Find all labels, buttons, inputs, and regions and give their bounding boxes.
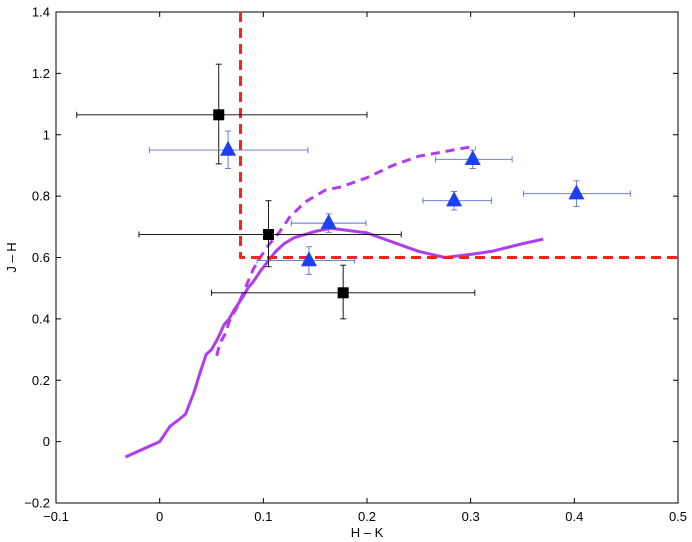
blue-triangle-point — [434, 149, 513, 169]
triangle-marker — [220, 140, 237, 156]
y-tick-label: 1.4 — [32, 5, 50, 20]
axis-ticks: −0.1 0 0.1 0.2 0.3 0.4 0.5 −0.2 0 0.2 0.4 0.6 0.8 1 1.… — [24, 5, 687, 525]
triangle-marker — [446, 191, 463, 207]
y-tick-label: 1 — [43, 127, 50, 142]
model-track-dashed — [215, 145, 477, 357]
blue-triangle-point — [148, 130, 309, 169]
blue-triangle-point — [256, 246, 356, 275]
black-square-point — [76, 63, 368, 165]
triangle-marker — [320, 213, 337, 229]
triangle-marker — [464, 150, 481, 165]
square-marker — [213, 109, 225, 121]
triangle-marker — [568, 184, 585, 200]
y-tick-label: −0.2 — [24, 496, 50, 511]
x-tick-label: 0.1 — [254, 509, 272, 524]
y-tick-label: 0.6 — [32, 250, 50, 265]
blue-triangle-point — [290, 213, 367, 233]
x-axis-label: H – K — [351, 525, 384, 540]
x-tick-label: −0.1 — [43, 509, 69, 524]
x-tick-label: 0.5 — [669, 509, 687, 524]
square-marker — [337, 287, 349, 299]
black-square-point — [138, 200, 402, 268]
selection-boundary-line — [239, 12, 678, 259]
x-tick-label: 0 — [156, 509, 163, 524]
y-tick-label: 0.2 — [32, 373, 50, 388]
y-tick-label: 0.8 — [32, 189, 50, 204]
y-tick-label: 1.2 — [32, 66, 50, 81]
y-axis-label: J – H — [4, 242, 19, 272]
y-tick-label: 0.4 — [32, 311, 50, 326]
x-tick-label: 0.2 — [358, 509, 376, 524]
blue-triangle-point — [523, 180, 631, 208]
series-layer — [76, 12, 678, 459]
x-tick-label: 0.4 — [565, 509, 583, 524]
black-square-point — [211, 264, 476, 320]
triangle-marker — [300, 251, 317, 267]
x-tick-label: 0.3 — [462, 509, 480, 524]
model-track-solid — [124, 226, 544, 459]
y-tick-label: 0 — [43, 434, 50, 449]
square-marker — [263, 228, 275, 240]
blue-triangle-point — [422, 191, 492, 211]
